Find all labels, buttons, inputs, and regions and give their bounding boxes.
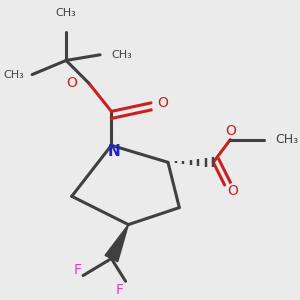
Text: N: N xyxy=(108,143,121,158)
Text: CH₃: CH₃ xyxy=(111,50,132,60)
Text: CH₃: CH₃ xyxy=(3,70,24,80)
Text: CH₃: CH₃ xyxy=(275,133,299,146)
Text: F: F xyxy=(74,263,81,277)
Polygon shape xyxy=(105,225,128,262)
Text: O: O xyxy=(228,184,238,198)
Text: CH₃: CH₃ xyxy=(56,8,76,18)
Text: O: O xyxy=(157,96,168,110)
Text: O: O xyxy=(225,124,236,138)
Text: F: F xyxy=(116,283,124,297)
Text: O: O xyxy=(67,76,77,90)
